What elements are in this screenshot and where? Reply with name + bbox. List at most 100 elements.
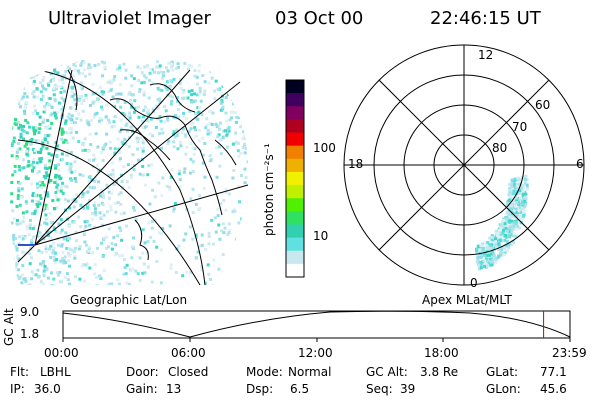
emission-pixel [204, 248, 207, 251]
emission-pixel [521, 200, 525, 204]
emission-pixel [227, 264, 231, 268]
emission-pixel [32, 273, 36, 277]
emission-pixel [46, 194, 50, 198]
emission-pixel [17, 268, 20, 272]
emission-pixel [56, 183, 60, 187]
emission-pixel [75, 193, 78, 196]
emission-pixel [60, 137, 64, 141]
glat-label: GLat: [486, 365, 519, 379]
emission-pixel [60, 74, 64, 78]
glon-value: 45.6 [540, 382, 567, 396]
emission-pixel [11, 141, 14, 145]
emission-pixel [100, 223, 104, 227]
emission-pixel [111, 168, 115, 172]
emission-pixel [508, 201, 511, 205]
colorbar-tick-100: 100 [313, 141, 336, 155]
emission-pixel [507, 212, 511, 216]
emission-pixel [44, 176, 48, 180]
emission-pixel [486, 259, 490, 263]
emission-pixel [41, 144, 45, 148]
emission-pixel [502, 246, 506, 250]
emission-pixel [36, 127, 40, 131]
emission-pixel [179, 144, 183, 148]
emission-pixel [48, 212, 52, 215]
emission-pixel [74, 60, 78, 64]
emission-pixel [477, 264, 481, 268]
emission-pixel [86, 206, 90, 210]
emission-pixel [226, 145, 230, 149]
emission-pixel [70, 128, 74, 132]
emission-pixel [16, 148, 20, 152]
emission-pixel [42, 118, 46, 122]
emission-pixel [43, 104, 47, 108]
emission-pixel [112, 183, 116, 186]
emission-pixel [105, 235, 108, 239]
emission-pixel [522, 211, 525, 215]
emission-pixel [99, 277, 103, 280]
emission-pixel [147, 164, 151, 168]
emission-pixel [10, 181, 14, 184]
emission-pixel [93, 186, 96, 190]
emission-pixel [190, 93, 194, 97]
emission-pixel [230, 111, 234, 115]
emission-pixel [52, 87, 56, 90]
emission-pixel [227, 126, 231, 129]
emission-pixel [48, 247, 51, 251]
emission-pixel [21, 158, 25, 162]
emission-pixel [86, 66, 90, 70]
emission-pixel [83, 74, 87, 78]
emission-pixel [42, 269, 46, 273]
emission-pixel [118, 64, 122, 67]
emission-pixel [57, 168, 61, 172]
emission-pixel [11, 93, 15, 96]
emission-pixel [60, 152, 64, 156]
emission-pixel [250, 249, 253, 252]
emission-pixel [499, 223, 503, 227]
emission-pixel [490, 254, 494, 258]
emission-pixel [169, 175, 173, 179]
emission-pixel [130, 175, 133, 179]
emission-pixel [220, 229, 223, 233]
emission-pixel [244, 240, 248, 244]
emission-pixel [505, 222, 509, 226]
emission-pixel [141, 141, 145, 145]
emission-pixel [81, 149, 85, 153]
colorbar-unit-label: photon cm⁻²s⁻¹ [262, 143, 276, 236]
emission-pixel [101, 74, 105, 78]
emission-pixel [250, 93, 253, 96]
emission-pixel [191, 170, 195, 173]
emission-pixel [178, 178, 182, 182]
emission-pixel [24, 251, 28, 255]
emission-pixel [82, 231, 86, 234]
emission-pixel [45, 146, 49, 150]
emission-pixel [48, 166, 52, 170]
emission-pixel [96, 246, 99, 250]
emission-pixel [482, 253, 486, 257]
emission-pixel [198, 86, 202, 90]
emission-pixel [486, 241, 489, 245]
emission-pixel [81, 143, 85, 147]
emission-pixel [118, 130, 122, 133]
emission-pixel [68, 282, 71, 285]
emission-pixel [46, 81, 50, 85]
emission-pixel [30, 270, 34, 274]
emission-pixel [19, 105, 22, 109]
emission-pixel [55, 206, 59, 209]
emission-pixel [67, 225, 71, 228]
colorbar [285, 79, 305, 278]
emission-pixel [174, 114, 178, 118]
emission-pixel [79, 81, 83, 85]
emission-pixel [244, 114, 247, 118]
polar-emission-pixels [475, 174, 529, 271]
emission-pixel [64, 231, 68, 235]
emission-pixel [235, 74, 239, 78]
emission-pixel [191, 146, 195, 150]
emission-pixel [141, 139, 145, 143]
emission-pixel [479, 244, 483, 247]
emission-pixel [117, 282, 121, 285]
emission-pixel [493, 249, 496, 253]
emission-pixel [238, 200, 242, 204]
emission-pixel [214, 61, 218, 65]
emission-pixel [477, 262, 480, 266]
emission-pixel [172, 77, 176, 81]
